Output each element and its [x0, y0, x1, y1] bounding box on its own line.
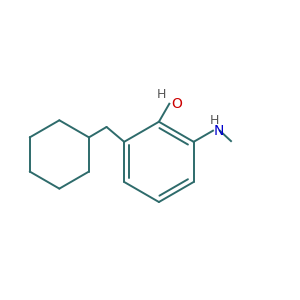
Text: O: O	[171, 97, 182, 111]
Text: H: H	[157, 88, 167, 101]
Text: N: N	[214, 124, 224, 138]
Text: H: H	[210, 114, 219, 128]
